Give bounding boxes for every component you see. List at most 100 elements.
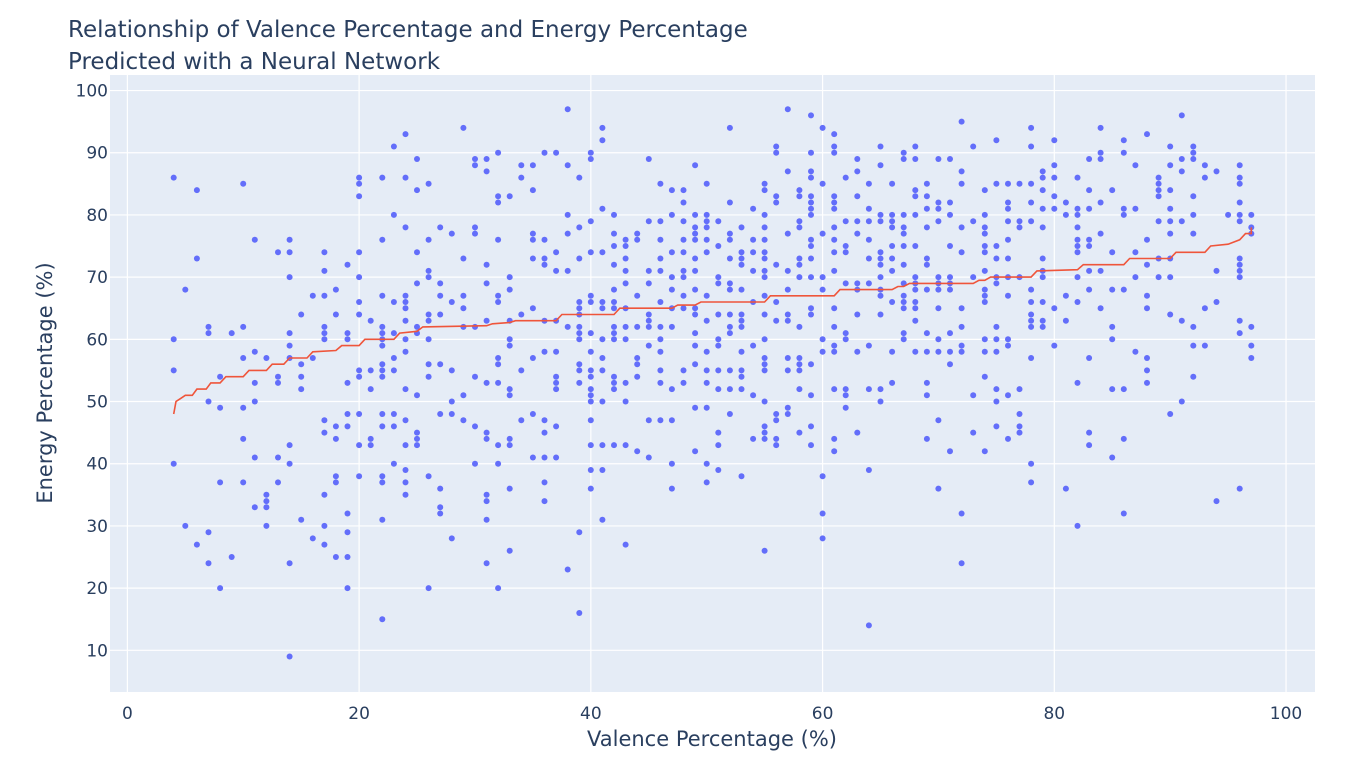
scatter-point [1155, 174, 1162, 181]
scatter-point [332, 435, 339, 442]
scatter-point [958, 305, 965, 312]
x-tick-label: 0 [122, 704, 133, 724]
scatter-point [726, 286, 733, 293]
scatter-point [680, 305, 687, 312]
scatter-point [923, 348, 930, 355]
scatter-point [344, 336, 351, 343]
scatter-point [1051, 205, 1058, 212]
scatter-point [611, 442, 617, 449]
scatter-point [1144, 355, 1150, 361]
scatter-point [240, 435, 247, 442]
scatter-point [808, 193, 814, 200]
scatter-point [611, 261, 617, 268]
scatter-point [1144, 261, 1150, 268]
scatter-point [1120, 435, 1127, 442]
scatter-point [541, 429, 548, 436]
scatter-point [275, 379, 281, 386]
scatter-point [506, 435, 513, 442]
scatter-point [529, 230, 536, 237]
scatter-point [1086, 156, 1093, 162]
scatter-point [205, 560, 212, 567]
scatter-point [773, 149, 780, 156]
scatter-point [599, 516, 606, 523]
scatter-point [761, 336, 768, 343]
scatter-point [761, 361, 768, 368]
scatter-point [275, 454, 281, 461]
scatter-point [1236, 485, 1243, 492]
scatter-point [889, 218, 896, 225]
scatter-point [865, 218, 872, 225]
scatter-point [889, 224, 896, 231]
scatter-point [738, 317, 745, 324]
scatter-point [576, 174, 583, 181]
scatter-point [703, 404, 710, 411]
scatter-point [877, 311, 884, 318]
scatter-point [1190, 193, 1197, 200]
scatter-point [402, 491, 409, 498]
scatter-point [1178, 218, 1185, 225]
scatter-point [668, 211, 675, 218]
scatter-point [750, 205, 757, 212]
scatter-point [205, 529, 212, 536]
scatter-point [483, 516, 490, 523]
scatter-point [958, 118, 965, 125]
scatter-point [344, 411, 351, 417]
scatter-point [1097, 124, 1104, 131]
scatter-point [808, 305, 814, 312]
scatter-point [634, 230, 641, 237]
scatter-point [831, 224, 838, 231]
scatter-point [1074, 236, 1081, 243]
scatter-point [390, 211, 397, 218]
scatter-point [854, 168, 861, 175]
x-tick-label: 20 [348, 704, 370, 724]
scatter-point [553, 454, 560, 461]
scatter-point [309, 355, 316, 361]
scatter-point [599, 467, 606, 473]
scatter-point [402, 299, 409, 305]
scatter-point [831, 342, 838, 349]
scatter-point [506, 392, 513, 399]
scatter-point [622, 255, 629, 262]
scatter-point [1248, 211, 1255, 218]
scatter-point [1097, 156, 1104, 162]
scatter-point [240, 479, 247, 486]
scatter-point [889, 299, 896, 305]
scatter-point [692, 448, 699, 455]
scatter-point [808, 255, 814, 262]
scatter-point [877, 261, 884, 268]
scatter-point [379, 516, 386, 523]
scatter-point [1028, 180, 1035, 187]
scatter-point [634, 448, 641, 455]
scatter-point [900, 211, 907, 218]
scatter-point [1016, 423, 1023, 430]
scatter-point [437, 510, 444, 517]
scatter-point [692, 211, 699, 218]
scatter-point [1236, 274, 1243, 281]
scatter-point [1167, 411, 1174, 417]
scatter-point [1028, 311, 1035, 318]
scatter-point [645, 454, 652, 461]
scatter-point [1097, 305, 1104, 312]
scatter-point [1028, 286, 1035, 293]
scatter-point [1190, 342, 1197, 349]
scatter-point [935, 274, 942, 281]
scatter-point [1051, 342, 1058, 349]
scatter-point [576, 323, 583, 330]
scatter-point [970, 429, 977, 436]
scatter-point [379, 423, 386, 430]
scatter-point [390, 460, 397, 467]
scatter-point [332, 423, 339, 430]
scatter-point [587, 392, 594, 399]
scatter-point [750, 267, 757, 274]
scatter-point [692, 162, 699, 169]
y-tick-label: 100 [76, 82, 108, 102]
scatter-point [379, 323, 386, 330]
scatter-point [947, 361, 953, 368]
scatter-point [842, 404, 849, 411]
scatter-point [958, 342, 965, 349]
scatter-point [808, 392, 814, 399]
scatter-point [761, 236, 768, 243]
scatter-point [877, 143, 884, 150]
scatter-point [205, 330, 212, 337]
scatter-point [553, 149, 560, 156]
